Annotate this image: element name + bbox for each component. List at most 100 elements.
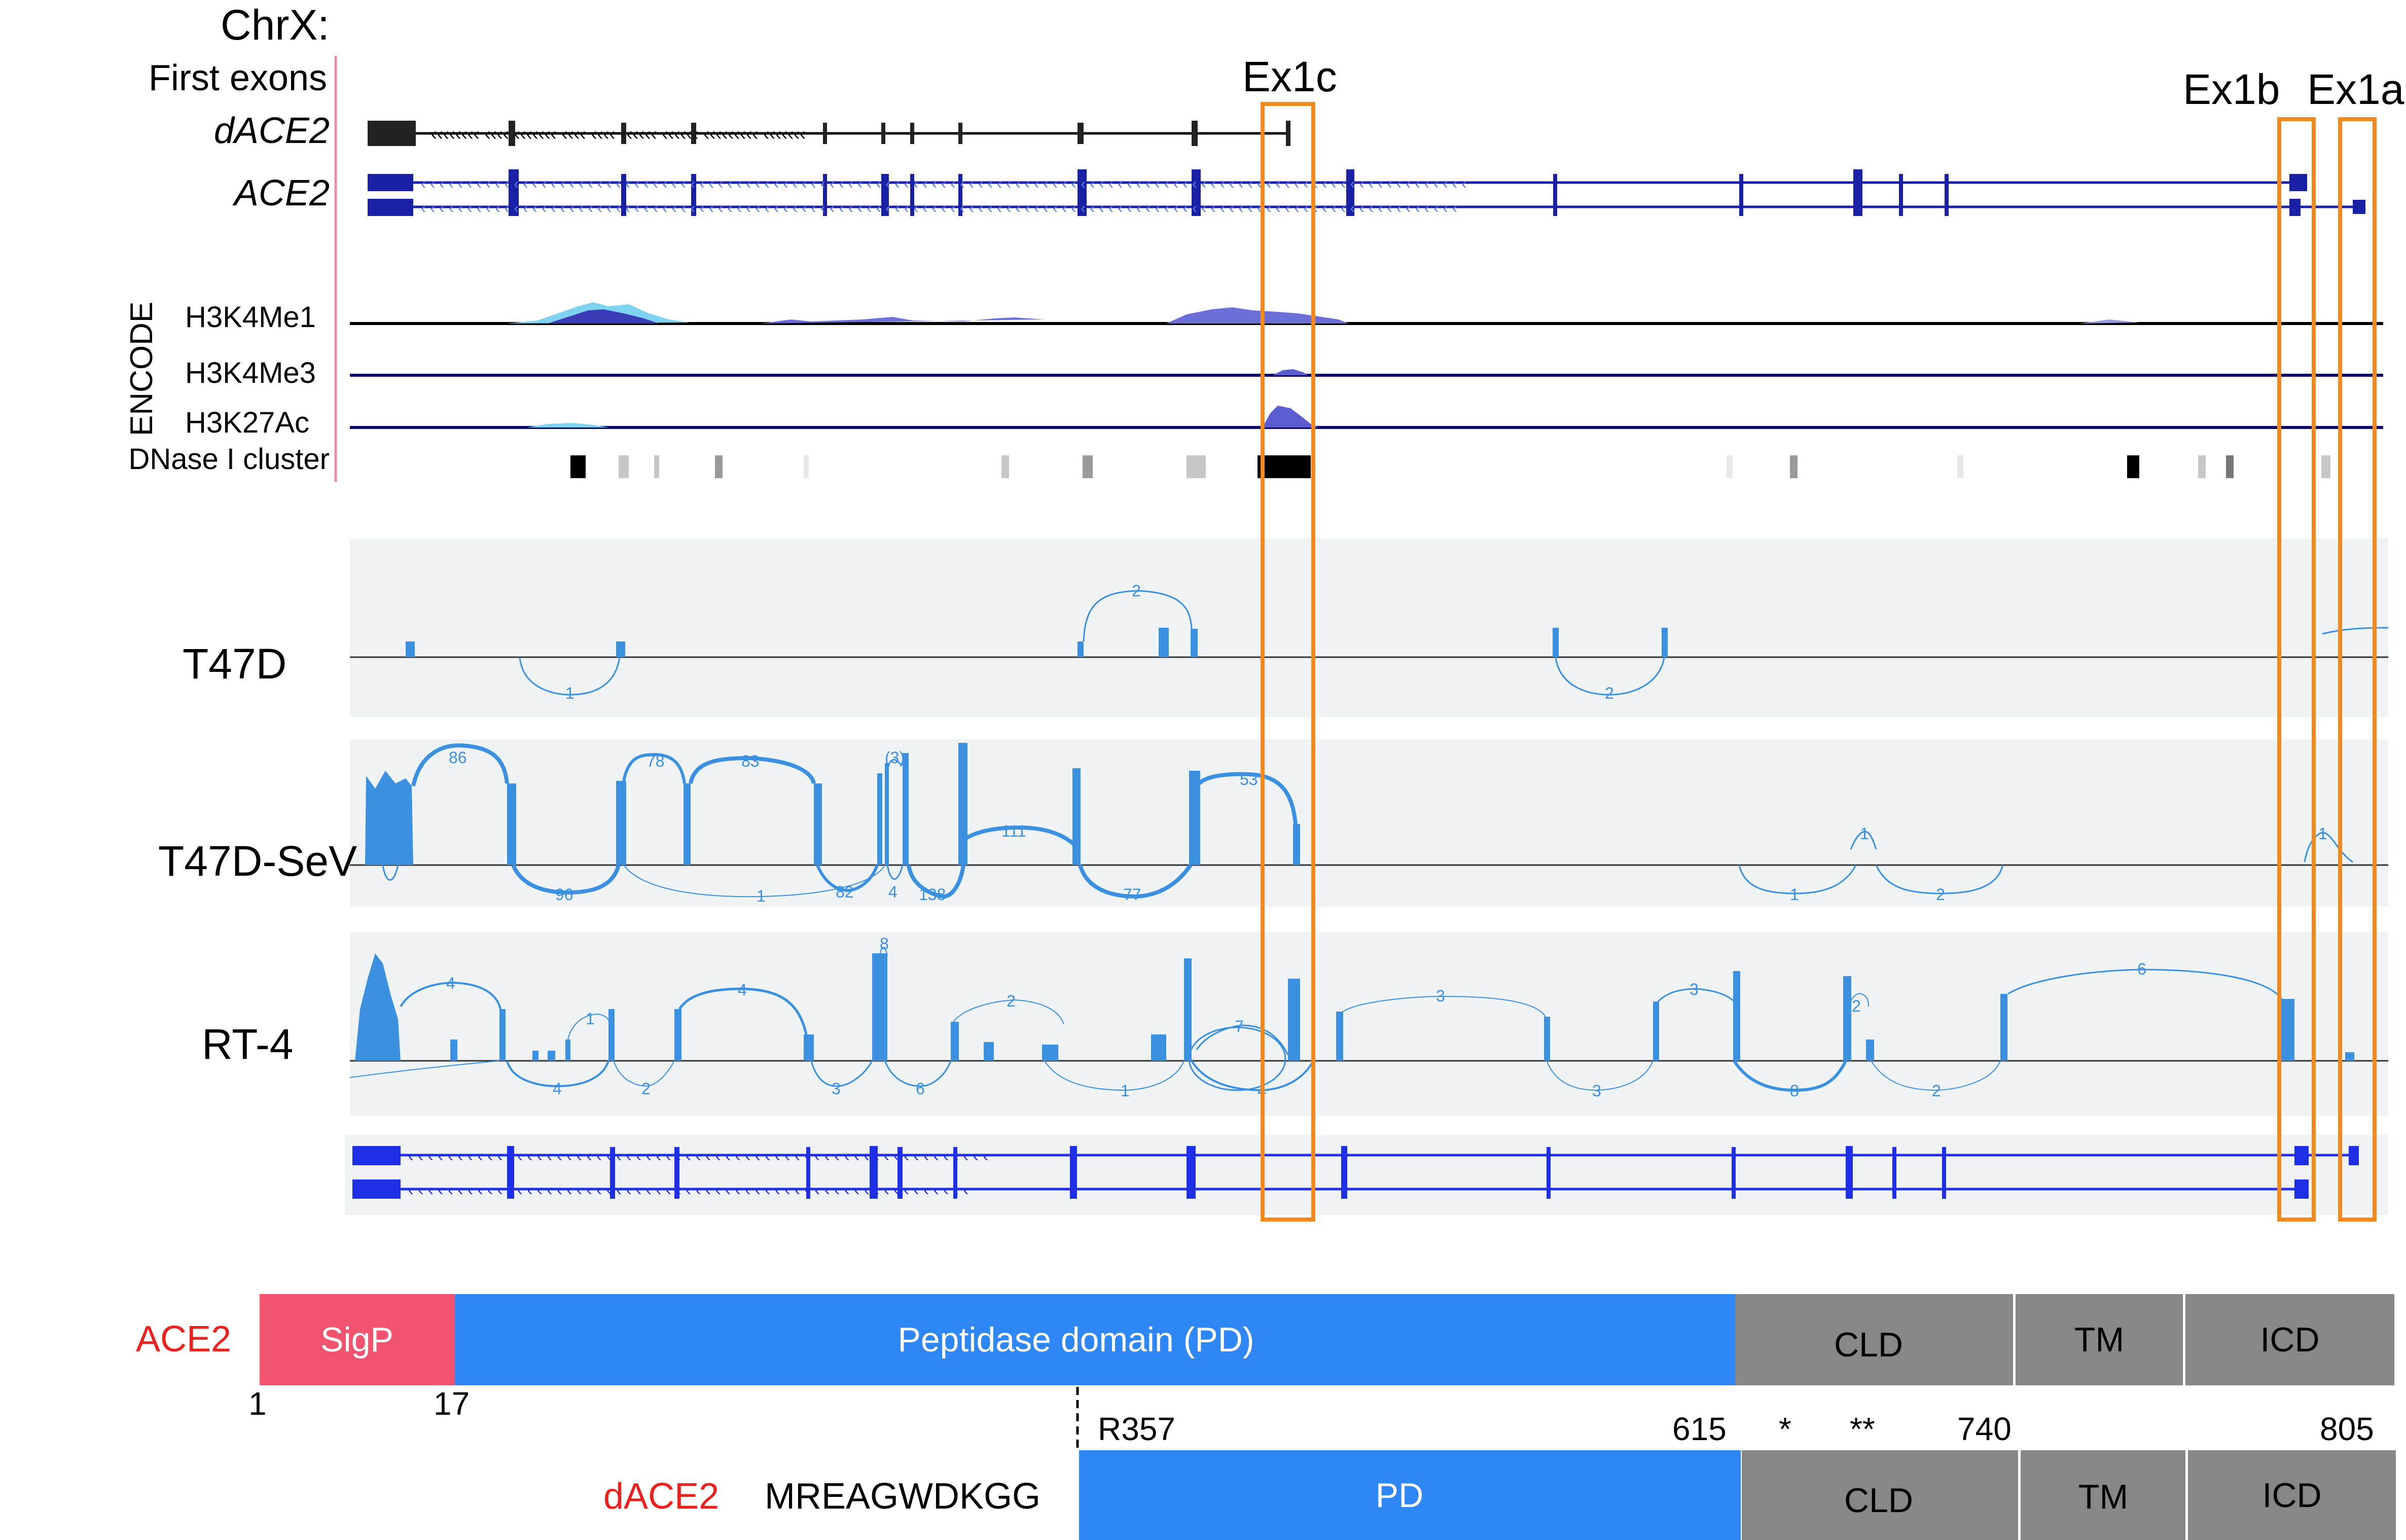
ex1b-box bbox=[2277, 117, 2316, 1222]
peptidase-domain bbox=[455, 1294, 1735, 1385]
dace2-tm-domain bbox=[2021, 1450, 2185, 1540]
sashimi-t47d bbox=[350, 590, 2389, 696]
dace2-track-label: dACE2 bbox=[214, 111, 330, 151]
sj-count: 3 bbox=[1592, 1082, 1601, 1100]
dnase-track-label: DNase I cluster bbox=[129, 443, 330, 476]
icd-label: ICD bbox=[2260, 1320, 2319, 1359]
sj-count: 96 bbox=[555, 885, 573, 904]
h3k4me3-signal bbox=[350, 369, 2383, 377]
svg-text:‹‹‹‹‹‹‹‹ ‹‹‹‹ ‹‹‹‹‹‹‹ ‹‹‹‹ ‹‹‹: ‹‹‹‹‹‹‹‹ ‹‹‹‹ ‹‹‹‹‹‹‹ ‹‹‹‹ ‹‹‹‹ ‹‹‹‹‹‹ ‹… bbox=[431, 123, 806, 144]
ex1c-box bbox=[1261, 102, 1315, 1222]
variant-star-1: * bbox=[1779, 1411, 1791, 1447]
sj-count: 1 bbox=[1121, 1082, 1130, 1100]
icd-domain bbox=[2185, 1294, 2394, 1385]
dace2-protein-bar bbox=[1079, 1450, 2396, 1540]
h3k27ac-signal bbox=[350, 406, 2383, 429]
sj-count: 6 bbox=[2137, 960, 2146, 978]
dace2-pd-domain bbox=[1079, 1450, 1741, 1540]
sample-label-t47d: T47D bbox=[183, 640, 286, 688]
encode-track-h3k4me1: H3K4Me1 bbox=[185, 301, 316, 334]
encode-track-h3k27ac: H3K27Ac bbox=[185, 406, 309, 439]
sj-count: 53 bbox=[1240, 770, 1258, 789]
sj-count: 8 bbox=[880, 935, 889, 953]
variant-star-2: ** bbox=[1850, 1411, 1875, 1447]
dace2-protein-label: dACE2 bbox=[603, 1476, 719, 1517]
ex1a-label: Ex1a bbox=[2307, 65, 2404, 113]
encode-group-label: ENCODE bbox=[124, 302, 159, 436]
encode-track-h3k4me3: H3K4Me3 bbox=[185, 356, 316, 389]
sj-count: 6 bbox=[916, 1080, 925, 1098]
ex1b-label: Ex1b bbox=[2183, 65, 2280, 113]
sj-count: 78 bbox=[647, 752, 665, 770]
dace2-tm-label: TM bbox=[2078, 1478, 2128, 1516]
gene-model: ‹ ‹ ‹ ‹ ‹ ‹ ‹ ‹ ‹ ‹ ‹ ‹ ‹ ‹ ‹ ‹ ‹ ‹ ‹ ‹ … bbox=[352, 1146, 2359, 1199]
sj-count: 4 bbox=[553, 1080, 562, 1098]
sj-count: 2 bbox=[1007, 992, 1016, 1010]
position-17: 17 bbox=[434, 1385, 470, 1422]
sj-count: 82 bbox=[836, 883, 854, 901]
chromosome-label: ChrX: bbox=[221, 1, 330, 49]
ex1a-box bbox=[2338, 117, 2377, 1222]
sj-count: 83 bbox=[741, 752, 760, 770]
dace2-transcript: ‹‹‹‹‹‹‹‹ ‹‹‹‹ ‹‹‹‹‹‹‹ ‹‹‹‹ ‹‹‹‹ ‹‹‹‹‹‹ ‹… bbox=[368, 121, 1290, 146]
sj-count: 8 bbox=[1790, 1082, 1799, 1100]
sj-count: 7 bbox=[1235, 1017, 1244, 1035]
sigp-label: SigP bbox=[320, 1320, 393, 1359]
sj-count: 1 bbox=[565, 684, 574, 702]
sashimi-rt4 bbox=[349, 947, 2388, 1092]
sj-count: 2 bbox=[1936, 885, 1945, 904]
sj-count: 2 bbox=[1852, 997, 1861, 1015]
tm-domain bbox=[2016, 1294, 2183, 1385]
sj-count: 138 bbox=[919, 885, 946, 904]
position-805: 805 bbox=[2320, 1411, 2374, 1447]
sj-count: 3 bbox=[1690, 980, 1699, 998]
position-r357: R357 bbox=[1098, 1411, 1175, 1447]
position-615: 615 bbox=[1672, 1411, 1727, 1447]
dace2-prefix-sequence: MREAGWDKGG bbox=[765, 1476, 1040, 1517]
cld-label: CLD bbox=[1834, 1326, 1903, 1364]
svg-text:‹ ‹ ‹ ‹ ‹ ‹ ‹ ‹: ‹ ‹ ‹ ‹ ‹ ‹ ‹ ‹ ‹ ‹ ‹ ‹ ‹ ‹ ‹ ‹ ‹ ‹ ‹ ‹ … bbox=[408, 1180, 968, 1199]
ace2-protein-bar bbox=[260, 1294, 2394, 1385]
sample-label-t47d-sev: T47D-SeV bbox=[158, 837, 357, 885]
dace2-icd-label: ICD bbox=[2262, 1476, 2321, 1515]
sj-count: 86 bbox=[449, 748, 467, 767]
ace2-transcripts: ‹ ‹ ‹ ‹ ‹ ‹ ‹ ‹ ‹ ‹ ‹ ‹ ‹ ‹ ‹ ‹ ‹ ‹ ‹ ‹ … bbox=[368, 169, 2365, 217]
cld-domain bbox=[1735, 1294, 2013, 1385]
sigp-domain bbox=[260, 1294, 455, 1385]
sample-label-rt4: RT-4 bbox=[202, 1020, 294, 1068]
sj-count: 2 bbox=[1605, 684, 1614, 702]
position-1: 1 bbox=[248, 1385, 267, 1422]
dace2-icd-domain bbox=[2188, 1450, 2396, 1540]
sj-count: 77 bbox=[1123, 885, 1141, 904]
tm-label: TM bbox=[2074, 1320, 2124, 1359]
sj-count: 2 bbox=[1932, 1082, 1941, 1100]
svg-text:‹ ‹ ‹ ‹ ‹ ‹ ‹ ‹ ‹ ‹ ‹ ‹ ‹ ‹ ‹: ‹ ‹ ‹ ‹ ‹ ‹ ‹ ‹ ‹ ‹ ‹ ‹ ‹ ‹ ‹ ‹ ‹ ‹ ‹ ‹ … bbox=[421, 175, 1466, 192]
sj-count: 2 bbox=[1132, 582, 1141, 600]
sj-count: 4 bbox=[738, 981, 747, 999]
pd-label: Peptidase domain (PD) bbox=[897, 1320, 1254, 1359]
dace2-cld-label: CLD bbox=[1844, 1481, 1913, 1520]
svg-text:‹ ‹ ‹ ‹ ‹ ‹ ‹ ‹: ‹ ‹ ‹ ‹ ‹ ‹ ‹ ‹ ‹ ‹ ‹ ‹ ‹ ‹ ‹ ‹ ‹ ‹ ‹ ‹ … bbox=[408, 1147, 988, 1165]
position-740: 740 bbox=[1957, 1411, 2012, 1447]
ace2-track-label: ACE2 bbox=[232, 173, 330, 213]
sj-count: 4 bbox=[888, 883, 897, 901]
sj-count: 1 bbox=[586, 1010, 595, 1028]
ex1c-label: Ex1c bbox=[1242, 53, 1337, 100]
sj-count: (3) bbox=[885, 748, 905, 767]
sj-count: 3 bbox=[832, 1080, 841, 1098]
dace2-cld-domain bbox=[1742, 1450, 2018, 1540]
sj-count: 1 bbox=[1790, 885, 1799, 904]
svg-text:‹ ‹ ‹ ‹ ‹ ‹ ‹ ‹ ‹ ‹ ‹ ‹ ‹ ‹ ‹: ‹ ‹ ‹ ‹ ‹ ‹ ‹ ‹ ‹ ‹ ‹ ‹ ‹ ‹ ‹ ‹ ‹ ‹ ‹ ‹ … bbox=[421, 200, 1457, 217]
dace2-pd-label: PD bbox=[1376, 1476, 1423, 1515]
sashimi-t47d-sev bbox=[350, 743, 2388, 899]
sj-count: 1 bbox=[2318, 825, 2327, 843]
first-exons-label: First exons bbox=[149, 58, 327, 98]
sj-count: 1 bbox=[1860, 825, 1869, 843]
sj-count: 4 bbox=[446, 974, 455, 992]
exon-highlight-boxes bbox=[1261, 102, 2377, 1222]
sashimi-panels bbox=[345, 539, 2388, 1215]
sj-count: 2 bbox=[641, 1080, 651, 1098]
dnase-clusters bbox=[570, 455, 2330, 478]
